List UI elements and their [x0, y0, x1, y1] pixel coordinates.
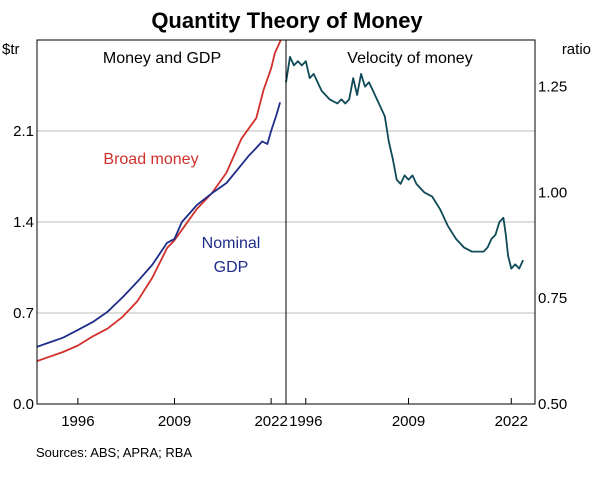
left-x-tick-label: 2022 — [254, 413, 287, 430]
nominal-gdp-series-label-line1: Nominal — [202, 235, 261, 252]
right-y-tick-label: 0.75 — [538, 290, 567, 307]
plot-frame — [36, 39, 536, 405]
nominal-gdp-series-label-line2: GDP — [214, 259, 249, 276]
right-panel-title: Velocity of money — [347, 50, 472, 67]
right-y-tick-label: 0.50 — [538, 396, 567, 413]
series-lines — [36, 39, 524, 362]
nominal-gdp-line — [36, 102, 281, 348]
right-x-tick-label: 1996 — [289, 413, 322, 430]
broad-money-series-label: Broad money — [103, 151, 198, 168]
left-axis-unit-label: $tr — [2, 41, 20, 58]
left-y-tick-label: 0.7 — [13, 305, 34, 322]
broad-money-line — [36, 39, 282, 362]
velocity-of-money-line — [285, 56, 524, 270]
left-x-tick-label: 1996 — [61, 413, 94, 430]
right-x-tick-label: 2009 — [392, 413, 425, 430]
left-y-tick-label: 0.0 — [13, 396, 34, 413]
left-y-tick-label: 1.4 — [13, 214, 34, 231]
right-y-tick-label: 1.00 — [538, 184, 567, 201]
right-y-tick-label: 1.25 — [538, 79, 567, 96]
right-axis-unit-label: ratio — [562, 41, 591, 58]
left-y-tick-label: 2.1 — [13, 123, 34, 140]
left-x-tick-label: 2009 — [158, 413, 191, 430]
chart-title: Quantity Theory of Money — [151, 8, 423, 33]
source-note: Sources: ABS; APRA; RBA — [36, 445, 192, 460]
right-x-tick-label: 2022 — [495, 413, 528, 430]
left-panel-title: Money and GDP — [103, 50, 221, 67]
tick-labels: 1996 2009 2022 1996 2009 20220.00.71.42.10.50… — [13, 79, 567, 430]
